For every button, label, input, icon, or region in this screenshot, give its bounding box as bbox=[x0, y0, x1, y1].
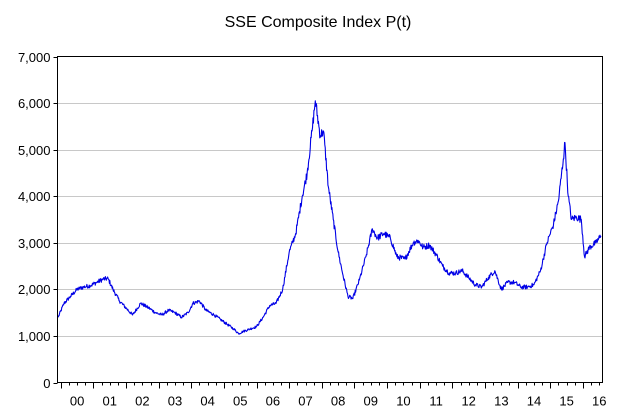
x-tick-label: 03 bbox=[168, 394, 182, 409]
y-tick-label: 7,000 bbox=[18, 50, 51, 65]
x-tick-label: 07 bbox=[298, 394, 312, 409]
x-tick-label: 13 bbox=[494, 394, 508, 409]
x-tick-label: 02 bbox=[135, 394, 149, 409]
y-tick-label: 4,000 bbox=[18, 189, 51, 204]
y-tick-label: 6,000 bbox=[18, 96, 51, 111]
x-axis: 00 01 02 03 04 05 06 07 08 09 10 11 12 13 14 15 16 bbox=[61, 382, 606, 409]
y-tick-label: 0 bbox=[43, 376, 50, 391]
x-tick-label: 15 bbox=[559, 394, 573, 409]
y-tick-label: 5,000 bbox=[18, 143, 51, 158]
x-tick-label: 01 bbox=[102, 394, 116, 409]
x-tick-label: 08 bbox=[331, 394, 345, 409]
grid-lines bbox=[57, 103, 603, 337]
y-tick-label: 2,000 bbox=[18, 282, 51, 297]
series-layer bbox=[57, 100, 602, 335]
x-tick-label: 10 bbox=[396, 394, 410, 409]
x-tick-label: 00 bbox=[70, 394, 84, 409]
y-tick-label: 1,000 bbox=[18, 329, 51, 344]
x-tick-label: 14 bbox=[527, 394, 541, 409]
x-tick-label: 16 bbox=[592, 394, 606, 409]
x-tick-label: 04 bbox=[200, 394, 214, 409]
plot-frame bbox=[57, 56, 603, 383]
x-tick-label: 11 bbox=[429, 394, 443, 409]
y-tick-label: 3,000 bbox=[18, 236, 51, 251]
chart-title: SSE Composite Index P(t) bbox=[225, 14, 412, 31]
x-tick-label: 12 bbox=[461, 394, 475, 409]
x-tick-label: 06 bbox=[266, 394, 280, 409]
series-line-sse-composite bbox=[57, 100, 602, 335]
x-tick-label: 09 bbox=[364, 394, 378, 409]
x-tick-label: 05 bbox=[233, 394, 247, 409]
y-axis: 0 1,000 2,000 3,000 4,000 5,000 6,000 7,000 bbox=[18, 50, 58, 391]
